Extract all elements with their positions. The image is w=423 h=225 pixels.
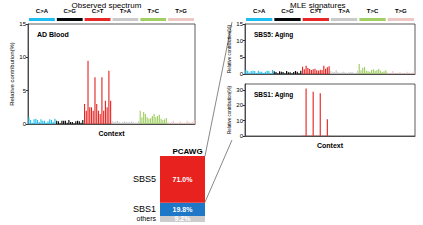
svg-text:5: 5: [240, 54, 244, 60]
svg-text:SBS1: Aging: SBS1: Aging: [254, 91, 293, 99]
svg-text:C>A: C>A: [253, 8, 266, 14]
svg-text:SBS5: Aging: SBS5: Aging: [254, 31, 293, 39]
svg-text:0: 0: [240, 133, 244, 139]
svg-text:Relative contribution(%): Relative contribution(%): [9, 42, 15, 106]
svg-text:Context: Context: [98, 130, 125, 137]
svg-text:71.0%: 71.0%: [173, 176, 194, 183]
svg-text:C>G: C>G: [63, 8, 76, 14]
svg-text:AD Blood: AD Blood: [37, 31, 69, 38]
svg-text:others: others: [137, 215, 157, 222]
svg-text:9.2%: 9.2%: [175, 215, 192, 222]
svg-text:15: 15: [19, 21, 26, 27]
svg-text:10: 10: [236, 38, 243, 44]
svg-text:C>T: C>T: [92, 8, 104, 14]
svg-text:0: 0: [240, 71, 244, 77]
svg-text:PCAWG: PCAWG: [172, 147, 202, 156]
svg-text:0: 0: [23, 121, 27, 127]
svg-text:C>T: C>T: [310, 8, 322, 14]
svg-text:SBS5: SBS5: [133, 174, 156, 184]
svg-text:C>G: C>G: [281, 8, 294, 14]
svg-text:MLE signatures: MLE signatures: [290, 0, 346, 10]
svg-text:T>C: T>C: [147, 8, 159, 14]
svg-text:15: 15: [236, 21, 243, 27]
svg-text:10: 10: [19, 54, 26, 60]
svg-text:30: 30: [236, 87, 243, 93]
svg-text:C>A: C>A: [36, 8, 49, 14]
svg-text:Relative contribution(%): Relative contribution(%): [227, 25, 232, 73]
svg-text:5: 5: [23, 88, 27, 94]
svg-text:19.8%: 19.8%: [173, 206, 194, 213]
svg-text:20: 20: [236, 102, 243, 108]
svg-text:T>A: T>A: [120, 8, 132, 14]
svg-text:Observed spectrum: Observed spectrum: [71, 0, 142, 10]
svg-text:10: 10: [236, 118, 243, 124]
svg-text:T>G: T>G: [395, 8, 407, 14]
svg-text:T>C: T>C: [367, 8, 379, 14]
svg-text:Context: Context: [317, 142, 344, 149]
svg-text:Relative contribution(%): Relative contribution(%): [227, 86, 232, 134]
svg-text:T>G: T>G: [175, 8, 187, 14]
svg-text:SBS1: SBS1: [133, 204, 156, 214]
svg-text:T>A: T>A: [338, 8, 350, 14]
